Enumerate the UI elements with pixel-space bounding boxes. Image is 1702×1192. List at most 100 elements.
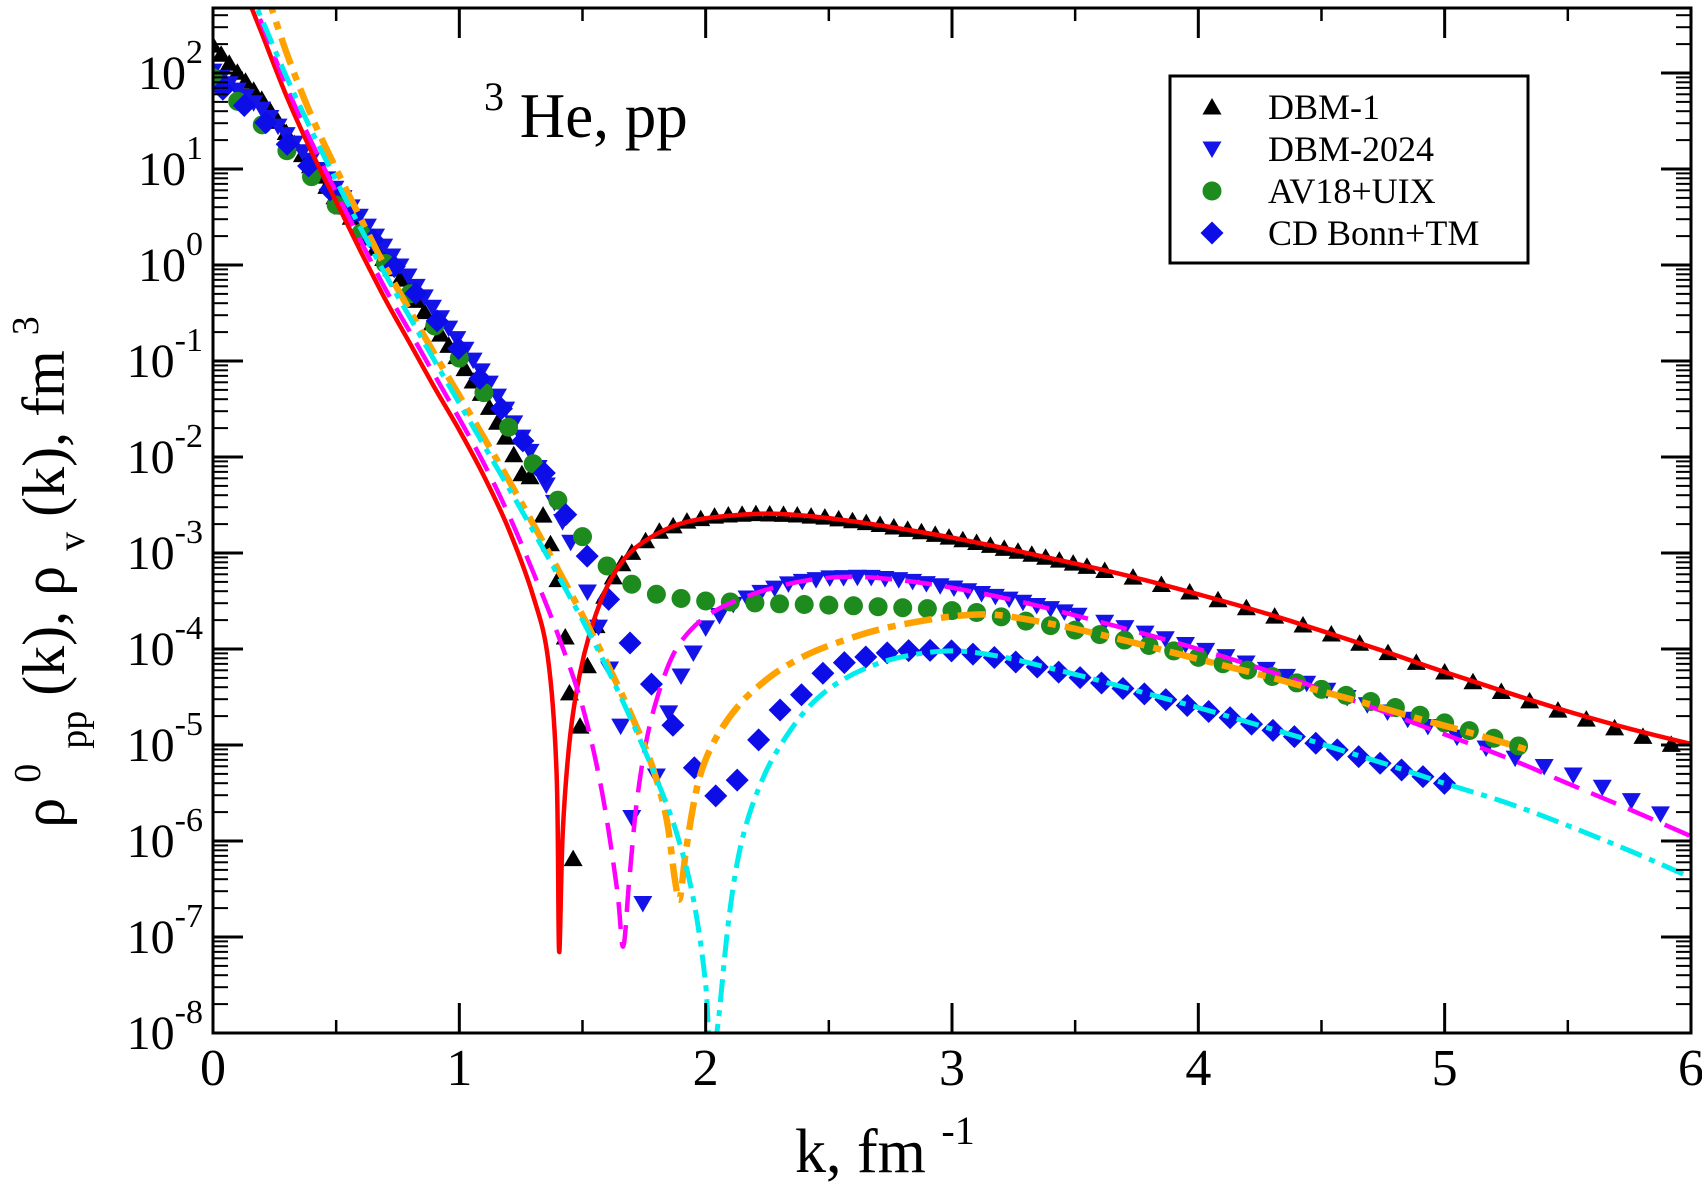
circle-marker [893,598,913,618]
tri-down-marker [930,578,950,595]
title-main: He, pp [520,81,688,151]
tri-up-marker [227,63,247,80]
circle-marker [671,588,691,608]
diamond-marker [854,645,878,669]
tri-down-marker [1563,767,1583,784]
legend-item-av18-uix: AV18+UIX [1202,171,1436,211]
diamond-marker [747,728,771,752]
tri-up-marker [540,534,560,552]
plot-title: 3 He, pp [484,54,688,151]
legend-item-dbm-2024: DBM-2024 [1202,129,1434,169]
tri-down-marker [1013,594,1033,612]
legend-item-dbm-1: DBM-1 [1202,87,1380,127]
circle-icon [1202,181,1222,201]
diamond-marker [1347,745,1371,769]
circle-marker [1090,625,1110,645]
circle-marker [794,595,814,615]
series-CD-Bonn-TM-data [213,77,1456,808]
tri-up-icon [1202,98,1222,115]
x-tick-label: 5 [1432,1040,1458,1097]
diamond-marker [447,337,471,361]
tri-down-marker [1592,779,1612,797]
circle-marker [646,584,666,604]
x-tick-label: 6 [1678,1040,1702,1097]
tri-down-marker [671,668,691,686]
legend-label: DBM-2024 [1268,129,1434,169]
circle-marker [572,527,592,547]
circle-marker [597,556,617,576]
tri-up-marker [504,445,524,463]
x-tick-label: 3 [939,1040,965,1097]
y-tick-label: 10-5 [127,706,203,772]
tri-down-marker [577,584,597,601]
diamond-marker [1390,758,1414,782]
y-tick-label: 10-7 [127,898,203,964]
diamond-marker [575,544,599,568]
y-axis-title: ρ 0 pp (k), ρ v (k), fm 3 [0,316,99,828]
circle-marker [917,599,937,619]
diamond-icon [1200,221,1224,245]
tri-down-marker [1041,601,1061,618]
diamond-marker [618,631,642,655]
tri-down-marker [847,569,867,587]
diamond-marker [554,503,578,527]
diamond-marker [404,281,428,305]
circle-marker [819,595,839,615]
y-tick-label: 10-1 [127,322,203,388]
tri-down-marker [972,586,992,603]
curve-DBM-1-curve [249,8,1691,954]
tri-down-marker [1277,668,1297,686]
diamond-marker [468,367,492,391]
x-axis-title: k, fm -1 [795,1108,975,1186]
theory-curves-layer [249,8,1691,1033]
diamond-marker [639,672,663,696]
legend-label: DBM-1 [1268,87,1380,127]
curve-CD-Bonn-TM-curve [254,8,1691,1033]
diamond-marker [254,111,278,135]
y-tick-label: 100 [138,226,203,292]
y-tick-label: 10-3 [127,514,203,580]
tri-down-marker [292,144,312,161]
axes-layer: 0 1 2 3 4 5 6 102 101 100 10-1 10-2 10-3 10-4 10-5 10-6… [127,6,1702,1097]
circle-marker [868,597,888,617]
diamond-marker [1432,771,1456,795]
y-tick-label: 101 [138,130,203,196]
circle-marker [745,593,765,613]
diamond-marker [832,651,856,675]
diamond-marker [1175,693,1199,717]
circle-marker [770,594,790,614]
tri-down-marker [611,718,631,736]
x-tick-label: 2 [693,1040,719,1097]
tri-down-marker [765,580,785,598]
title-superscript: 3 [484,74,504,119]
tri-up-marker [570,717,590,734]
diamond-marker [275,132,299,156]
y-tick-label: 10-6 [127,802,203,868]
tri-up-marker [533,506,553,523]
tri-up-marker [213,45,231,62]
tri-down-marker [683,645,703,662]
legend-box [1168,74,1530,265]
diamond-marker [768,698,792,722]
tri-down-marker [633,895,653,913]
y-tick-label: 102 [138,34,203,100]
tri-up-marker [414,302,434,320]
diamond-marker [661,713,685,737]
tri-up-marker [520,467,540,485]
legend-label: CD Bonn+TM [1268,213,1479,253]
diamond-marker [511,429,535,453]
tri-down-marker [422,299,442,317]
x-tick-label: 0 [200,1040,226,1097]
curve-AV18-UIX-curve [268,8,1532,903]
y-tick-label: 10-2 [127,418,203,484]
diamond-marker [425,309,449,333]
tri-down-marker [252,101,272,119]
diamond-marker [961,642,985,666]
circle-marker [696,591,716,611]
x-tick-label: 4 [1185,1040,1211,1097]
tri-down-marker [398,268,418,286]
tri-up-marker [455,359,475,377]
